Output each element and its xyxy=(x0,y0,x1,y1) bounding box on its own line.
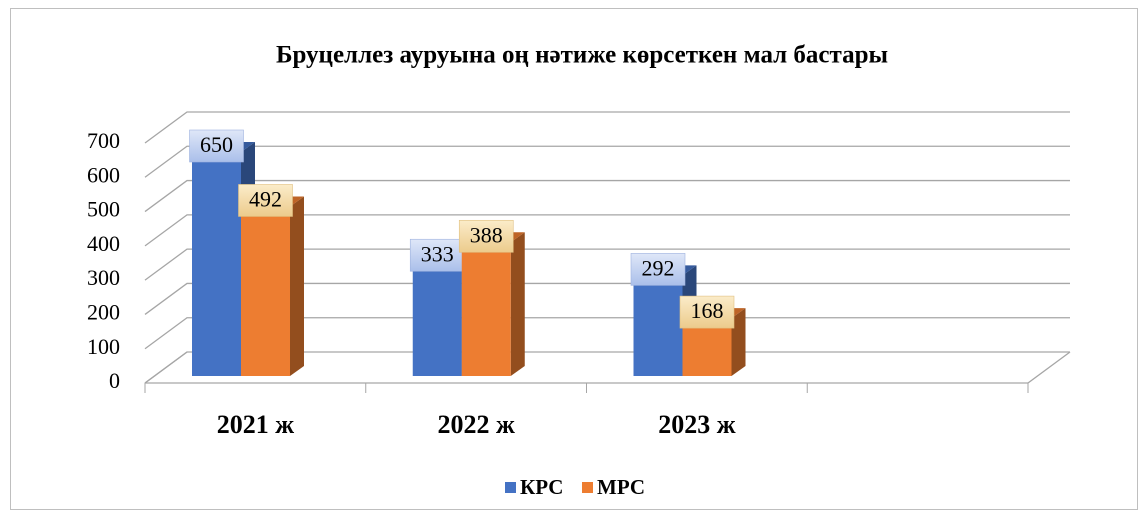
x-tick-label: 2021 ж xyxy=(217,410,295,439)
grid-line xyxy=(144,214,1070,247)
legend-label: КРС xyxy=(520,475,563,499)
data-label-box xyxy=(189,129,244,163)
grid-line xyxy=(144,179,1070,213)
y-tick-label: 600 xyxy=(87,162,120,187)
bar xyxy=(461,242,511,376)
y-tick-label: 400 xyxy=(87,231,120,256)
bar xyxy=(633,275,683,376)
y-tick-label: 100 xyxy=(87,334,120,359)
bar-side xyxy=(290,196,304,376)
data-label-box xyxy=(630,253,686,286)
legend-swatch xyxy=(505,482,516,493)
y-tick-label: 0 xyxy=(109,368,120,393)
grid-line xyxy=(144,282,1070,315)
data-label-box xyxy=(679,295,735,329)
bar xyxy=(192,152,241,376)
y-tick-label: 200 xyxy=(87,299,120,324)
data-label: 292 xyxy=(642,255,675,280)
data-label-box xyxy=(458,219,514,253)
bar xyxy=(241,206,290,376)
bar xyxy=(412,261,462,376)
floor-edge xyxy=(144,351,188,384)
chart-border xyxy=(10,8,1138,510)
chart-title: Бруцеллез ауруына оң нәтиже көрсеткен ма… xyxy=(276,42,888,69)
x-tick-label: 2022 ж xyxy=(437,410,515,439)
y-tick-label: 700 xyxy=(87,128,120,153)
data-label: 492 xyxy=(249,186,282,211)
data-label: 650 xyxy=(200,132,233,157)
floor-edge xyxy=(1027,351,1071,384)
y-tick-label: 500 xyxy=(87,197,120,222)
data-label: 168 xyxy=(691,298,724,323)
data-label-box xyxy=(238,184,293,217)
y-tick-label: 300 xyxy=(87,265,120,290)
grid-line xyxy=(144,317,1070,350)
grid-line xyxy=(144,248,1070,281)
legend-label: МРС xyxy=(597,475,645,499)
bar-side xyxy=(731,308,746,376)
data-label: 388 xyxy=(470,222,503,247)
bar-side xyxy=(510,232,525,376)
data-label: 333 xyxy=(421,241,454,266)
grid-line xyxy=(144,145,1070,178)
grid-line xyxy=(144,111,1070,144)
x-tick-label: 2023 ж xyxy=(658,410,736,439)
legend-swatch xyxy=(582,482,593,493)
